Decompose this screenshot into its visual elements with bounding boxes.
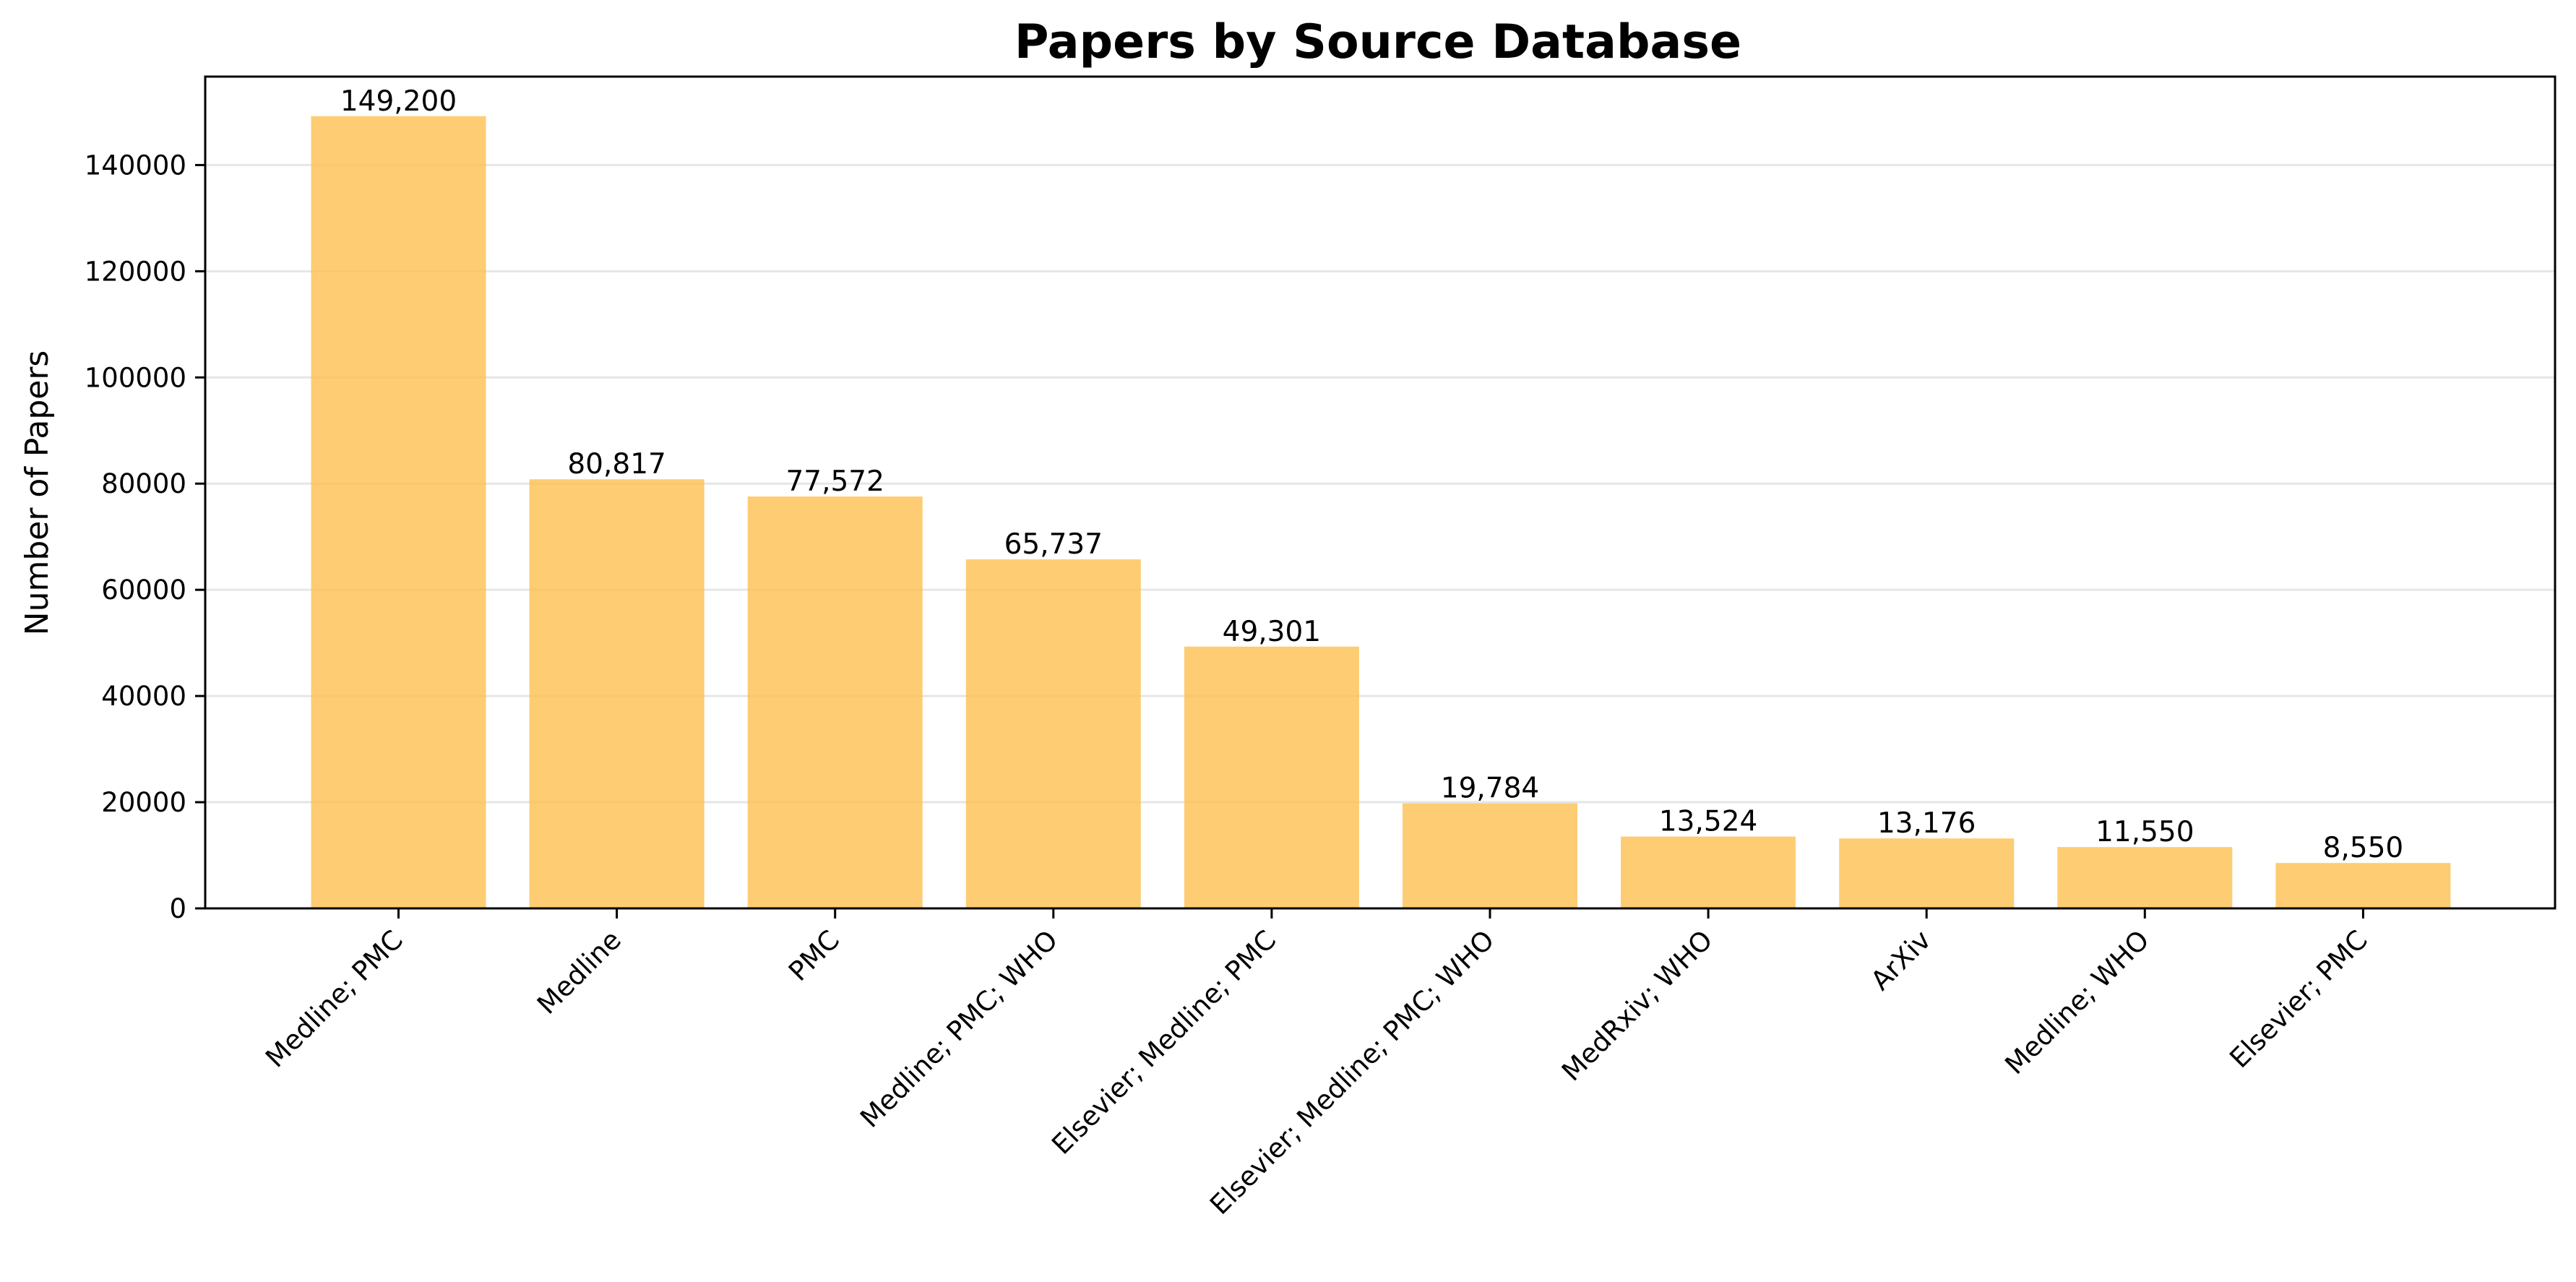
x-tick-label: MedRxiv; WHO bbox=[1556, 924, 1718, 1087]
y-tick-label: 0 bbox=[169, 893, 186, 924]
bar-value-label: 149,200 bbox=[340, 85, 457, 118]
x-tick-label: Elsevier; PMC bbox=[2223, 924, 2373, 1074]
x-tick-label: ArXiv bbox=[1865, 924, 1937, 997]
y-tick-label: 120000 bbox=[85, 256, 186, 287]
bar-value-label: 13,176 bbox=[1877, 807, 1976, 840]
y-tick-label: 140000 bbox=[85, 150, 186, 181]
bar bbox=[2057, 847, 2233, 908]
bar-value-label: 65,737 bbox=[1004, 528, 1103, 561]
x-tick-label: Elsevier; Medline; PMC bbox=[1046, 924, 1282, 1161]
x-tick-label: Medline; WHO bbox=[1999, 924, 2155, 1080]
bars bbox=[311, 116, 2451, 908]
bar-value-label: 11,550 bbox=[2095, 816, 2194, 848]
y-tick-label: 40000 bbox=[101, 681, 186, 712]
bar bbox=[529, 479, 705, 908]
y-tick-label: 20000 bbox=[101, 787, 186, 818]
plot-frame bbox=[204, 75, 2556, 910]
x-tick-label: Medline bbox=[531, 924, 627, 1020]
data-labels: 149,200 80,817 77,572 65,737 49,301 19,784 13,… bbox=[340, 85, 2403, 864]
y-tick-label: 80000 bbox=[101, 468, 186, 499]
y-axis-ticks: 0 20000 40000 60000 80000 100000 120000 140000 bbox=[85, 150, 205, 924]
bar-value-label: 19,784 bbox=[1441, 773, 1539, 805]
bar-value-label: 13,524 bbox=[1659, 806, 1757, 838]
x-tick-label: Medline; PMC; WHO bbox=[854, 924, 1064, 1134]
bar-value-label: 49,301 bbox=[1223, 616, 1321, 648]
x-axis-ticks: Medline; PMC Medline PMC Medline; PMC; WHOE… bbox=[259, 908, 2374, 1221]
bar bbox=[747, 496, 923, 908]
y-tick-label: 60000 bbox=[101, 575, 186, 606]
chart-title: Papers by Source Database bbox=[1015, 15, 1741, 69]
bar bbox=[1403, 803, 1577, 908]
bar bbox=[1621, 836, 1796, 908]
bar bbox=[1839, 838, 2015, 908]
bar bbox=[311, 116, 486, 908]
bar bbox=[1184, 646, 1359, 908]
bar bbox=[965, 559, 1141, 908]
bar bbox=[2275, 863, 2451, 908]
bar-value-label: 80,817 bbox=[567, 448, 665, 481]
bar-value-label: 77,572 bbox=[785, 465, 884, 498]
x-tick-label: Medline; PMC bbox=[259, 924, 409, 1074]
y-axis-label: Number of Papers bbox=[19, 350, 56, 636]
bar-value-label: 8,550 bbox=[2323, 832, 2404, 864]
x-tick-label: PMC bbox=[783, 924, 845, 987]
y-tick-label: 100000 bbox=[85, 362, 186, 393]
